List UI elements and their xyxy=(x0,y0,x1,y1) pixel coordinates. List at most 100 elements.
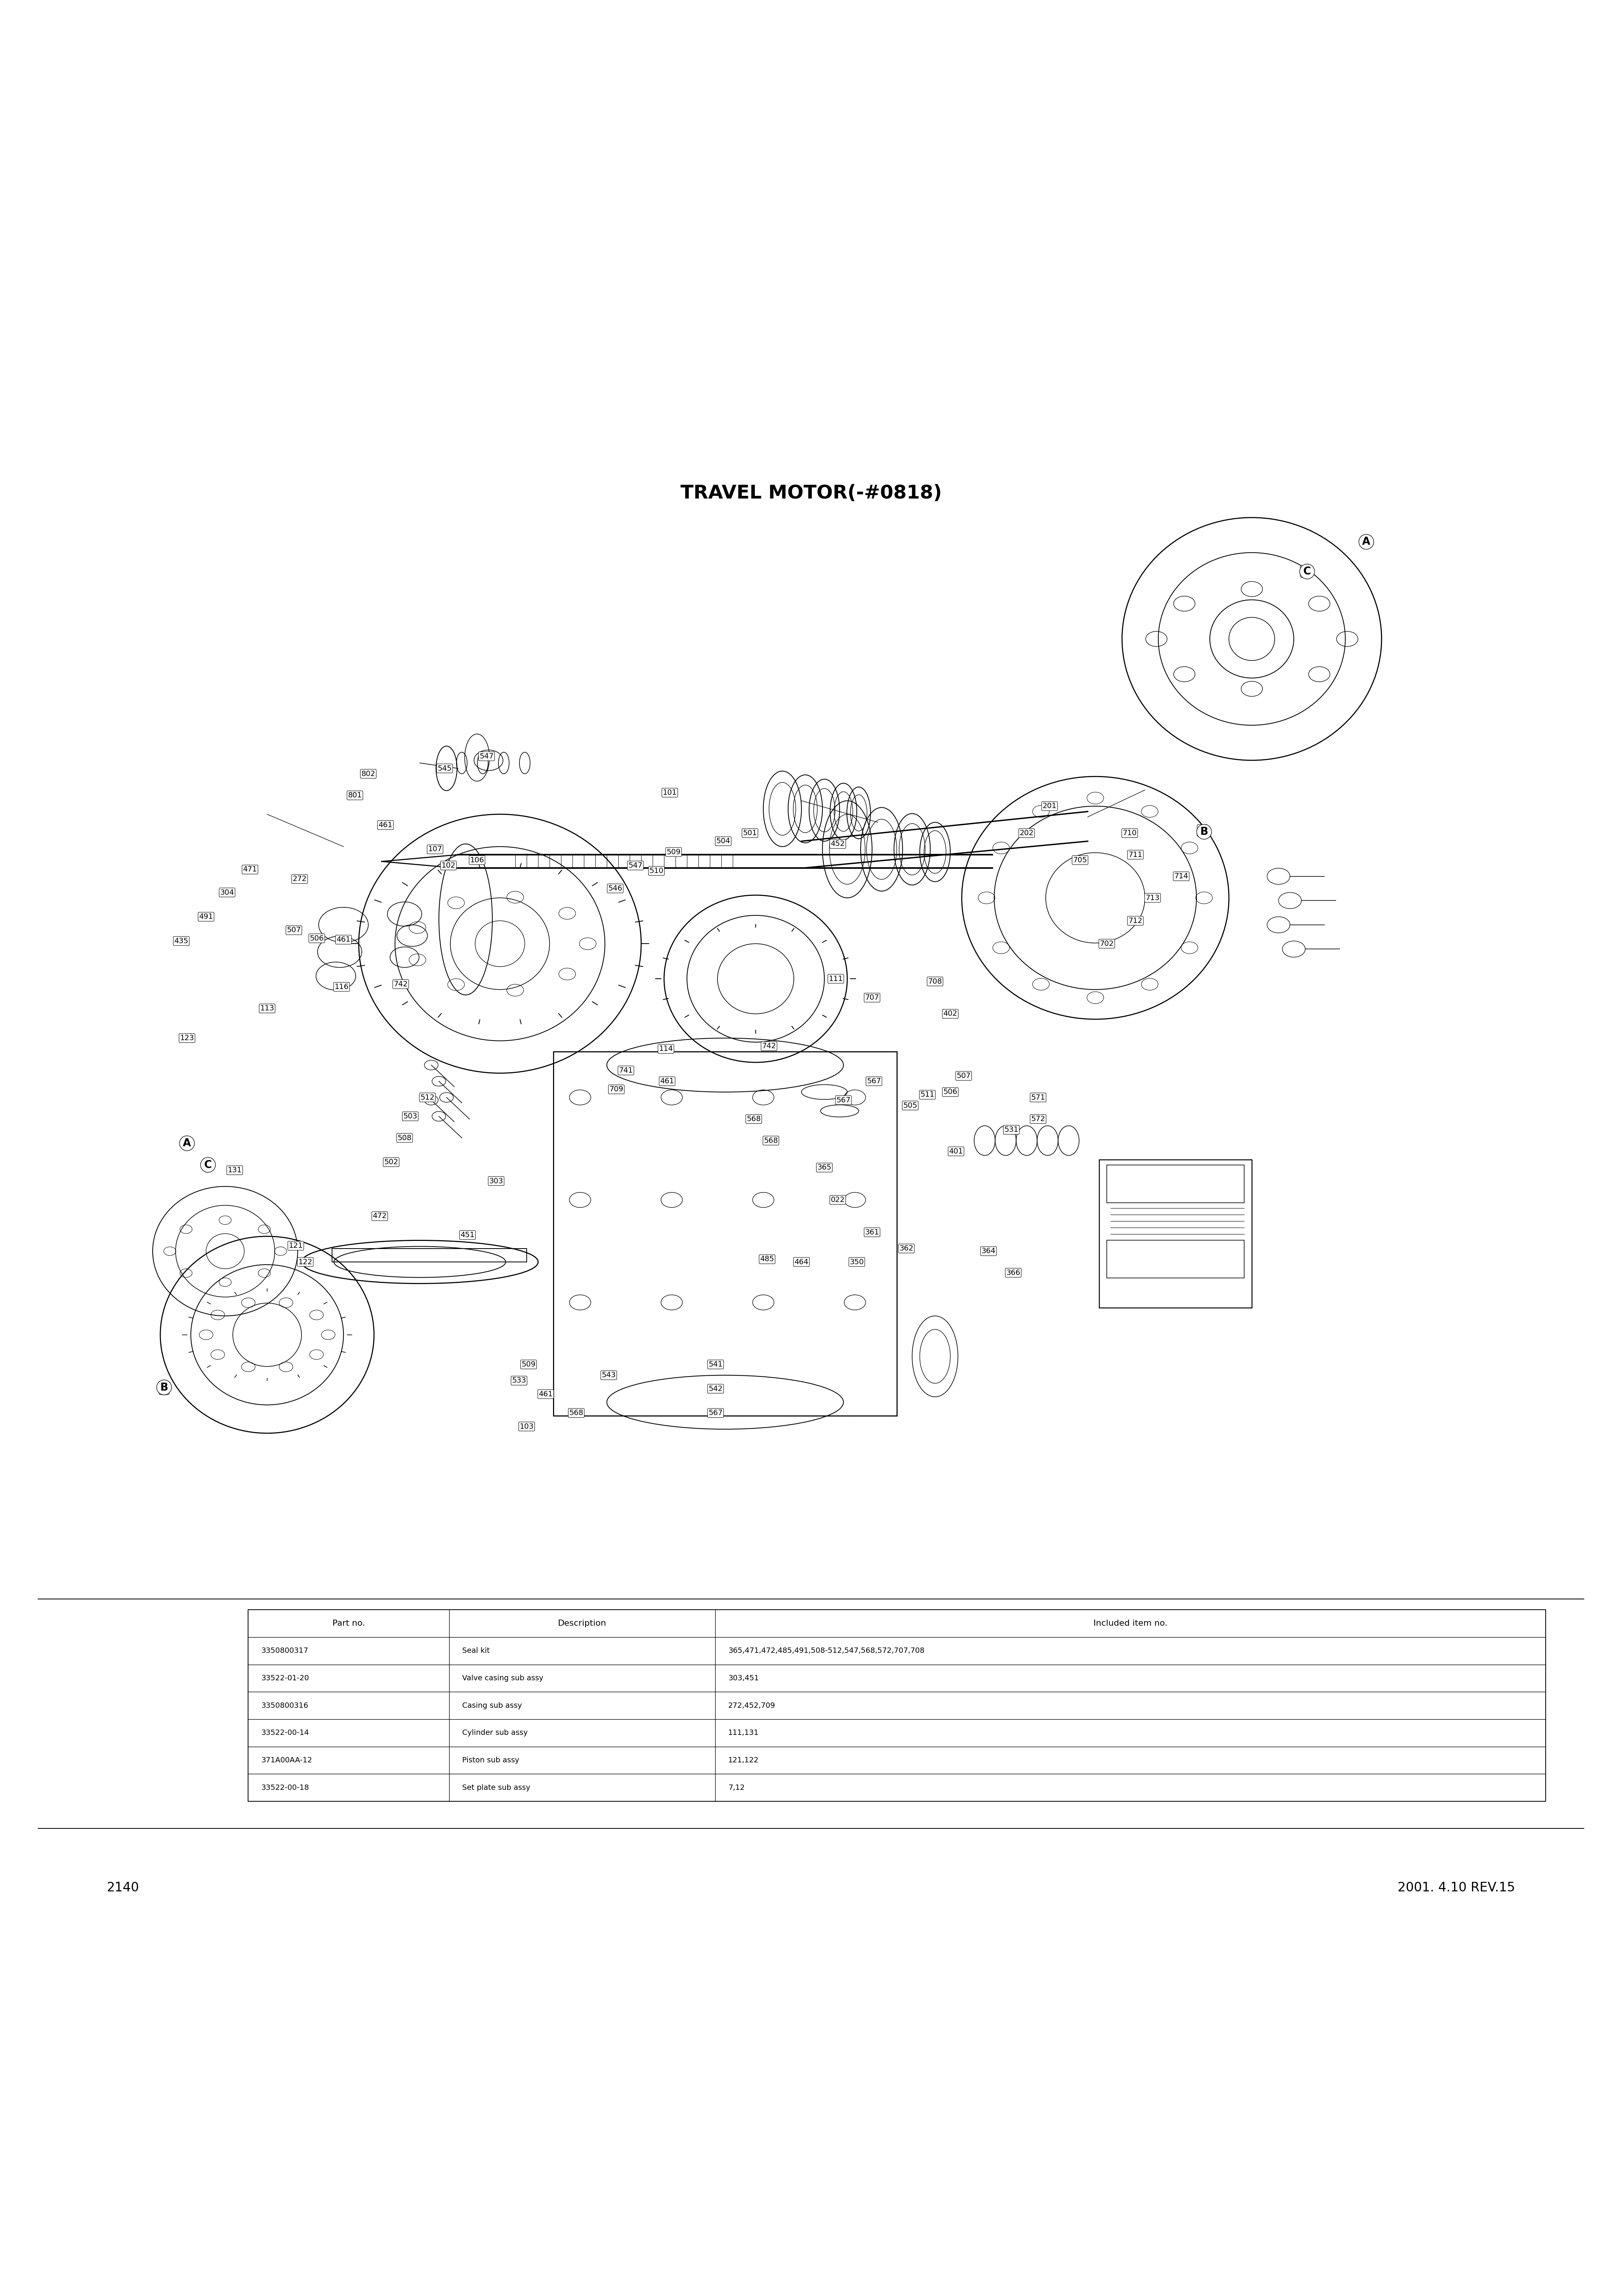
Text: B: B xyxy=(1199,827,1205,836)
Text: 708: 708 xyxy=(928,978,942,985)
Text: 533: 533 xyxy=(513,1378,526,1384)
Text: 742: 742 xyxy=(394,980,407,987)
Text: 451: 451 xyxy=(461,1231,475,1238)
Text: 509: 509 xyxy=(667,850,681,856)
Text: 350: 350 xyxy=(850,1258,865,1265)
Text: 272,452,709: 272,452,709 xyxy=(728,1701,775,1708)
Text: 504: 504 xyxy=(717,838,730,845)
Text: 364: 364 xyxy=(981,1247,996,1256)
Text: 471: 471 xyxy=(243,866,256,872)
Text: 131: 131 xyxy=(227,1166,242,1173)
Text: 511: 511 xyxy=(920,1091,934,1097)
Text: 33522-00-18: 33522-00-18 xyxy=(261,1784,308,1791)
Text: Piston sub assy: Piston sub assy xyxy=(462,1756,519,1763)
Text: 501: 501 xyxy=(743,829,757,836)
Text: 713: 713 xyxy=(1145,893,1160,902)
Text: 502: 502 xyxy=(384,1159,399,1166)
Text: Cylinder sub assy: Cylinder sub assy xyxy=(462,1729,527,1736)
Bar xyxy=(1106,1164,1244,1203)
Text: 711: 711 xyxy=(1129,852,1142,859)
Text: 567: 567 xyxy=(837,1097,850,1104)
Text: 362: 362 xyxy=(899,1244,913,1251)
Text: 435: 435 xyxy=(174,937,188,944)
Text: 103: 103 xyxy=(519,1424,534,1430)
Text: 709: 709 xyxy=(610,1086,623,1093)
Text: Set plate sub assy: Set plate sub assy xyxy=(462,1784,530,1791)
Bar xyxy=(1100,1159,1252,1309)
Text: 506: 506 xyxy=(310,934,324,941)
Text: 303,451: 303,451 xyxy=(728,1674,759,1683)
Text: Valve casing sub assy: Valve casing sub assy xyxy=(462,1674,543,1683)
Text: 512: 512 xyxy=(420,1093,435,1102)
Text: 452: 452 xyxy=(830,840,845,847)
Text: 742: 742 xyxy=(762,1042,775,1049)
Text: 541: 541 xyxy=(709,1362,723,1368)
Text: 116: 116 xyxy=(334,983,349,990)
Text: 547: 547 xyxy=(480,753,493,760)
Text: 509: 509 xyxy=(522,1362,535,1368)
Text: C: C xyxy=(1302,567,1309,576)
Text: 546: 546 xyxy=(608,884,623,893)
Text: 3350800317: 3350800317 xyxy=(261,1646,308,1655)
Text: 361: 361 xyxy=(865,1228,879,1235)
Text: 461: 461 xyxy=(336,937,350,944)
Bar xyxy=(1106,1240,1244,1279)
Text: 33522-00-14: 33522-00-14 xyxy=(261,1729,308,1736)
Text: 707: 707 xyxy=(865,994,879,1001)
Bar xyxy=(248,1609,1546,1802)
Text: Casing sub assy: Casing sub assy xyxy=(462,1701,522,1708)
Text: 106: 106 xyxy=(470,856,483,863)
Bar xyxy=(553,1052,897,1417)
Text: 702: 702 xyxy=(1100,939,1114,948)
Text: 568: 568 xyxy=(746,1116,761,1123)
Text: 506: 506 xyxy=(944,1088,957,1095)
Text: 111,131: 111,131 xyxy=(728,1729,759,1736)
Text: 472: 472 xyxy=(373,1212,386,1219)
Text: 464: 464 xyxy=(795,1258,808,1265)
Text: TRAVEL MOTOR(-#0818): TRAVEL MOTOR(-#0818) xyxy=(680,484,942,503)
Text: 461: 461 xyxy=(378,822,393,829)
Text: 272: 272 xyxy=(292,875,307,882)
Text: 510: 510 xyxy=(649,868,663,875)
Text: B: B xyxy=(1200,827,1208,838)
Text: 547: 547 xyxy=(628,861,642,870)
Text: 741: 741 xyxy=(620,1068,633,1075)
Text: 113: 113 xyxy=(260,1006,274,1013)
Text: 402: 402 xyxy=(944,1010,957,1017)
Text: 712: 712 xyxy=(1129,916,1142,925)
Text: B: B xyxy=(161,1382,169,1394)
Text: 571: 571 xyxy=(1032,1093,1045,1102)
Text: 201: 201 xyxy=(1043,804,1056,810)
Text: 114: 114 xyxy=(659,1045,673,1052)
Text: 461: 461 xyxy=(660,1077,675,1086)
Text: 507: 507 xyxy=(957,1072,970,1079)
Text: A: A xyxy=(183,1139,191,1148)
Text: B: B xyxy=(161,1384,167,1394)
Text: 567: 567 xyxy=(709,1410,723,1417)
Text: Seal kit: Seal kit xyxy=(462,1646,490,1655)
Text: 304: 304 xyxy=(221,889,234,895)
Text: 572: 572 xyxy=(1032,1116,1045,1123)
Bar xyxy=(553,1052,897,1417)
Text: 365,471,472,485,491,508-512,547,568,572,707,708: 365,471,472,485,491,508-512,547,568,572,… xyxy=(728,1646,925,1655)
Text: 705: 705 xyxy=(1074,856,1087,863)
Text: C: C xyxy=(204,1159,212,1171)
Text: 543: 543 xyxy=(602,1371,616,1380)
Text: 7,12: 7,12 xyxy=(728,1784,744,1791)
Text: 123: 123 xyxy=(180,1035,195,1042)
Text: 202: 202 xyxy=(1020,829,1033,836)
Text: 111: 111 xyxy=(829,976,843,983)
Text: A: A xyxy=(1362,537,1371,546)
Text: 365: 365 xyxy=(817,1164,832,1171)
Text: 801: 801 xyxy=(347,792,362,799)
Text: 107: 107 xyxy=(428,845,443,852)
Text: 101: 101 xyxy=(663,790,676,797)
Text: 503: 503 xyxy=(404,1114,417,1120)
Text: 507: 507 xyxy=(287,928,302,934)
Text: 531: 531 xyxy=(1004,1125,1019,1134)
Text: 366: 366 xyxy=(1006,1270,1020,1277)
Text: 121,122: 121,122 xyxy=(728,1756,759,1763)
Text: 802: 802 xyxy=(362,769,375,778)
Text: 122: 122 xyxy=(298,1258,313,1265)
Text: 022: 022 xyxy=(830,1196,845,1203)
